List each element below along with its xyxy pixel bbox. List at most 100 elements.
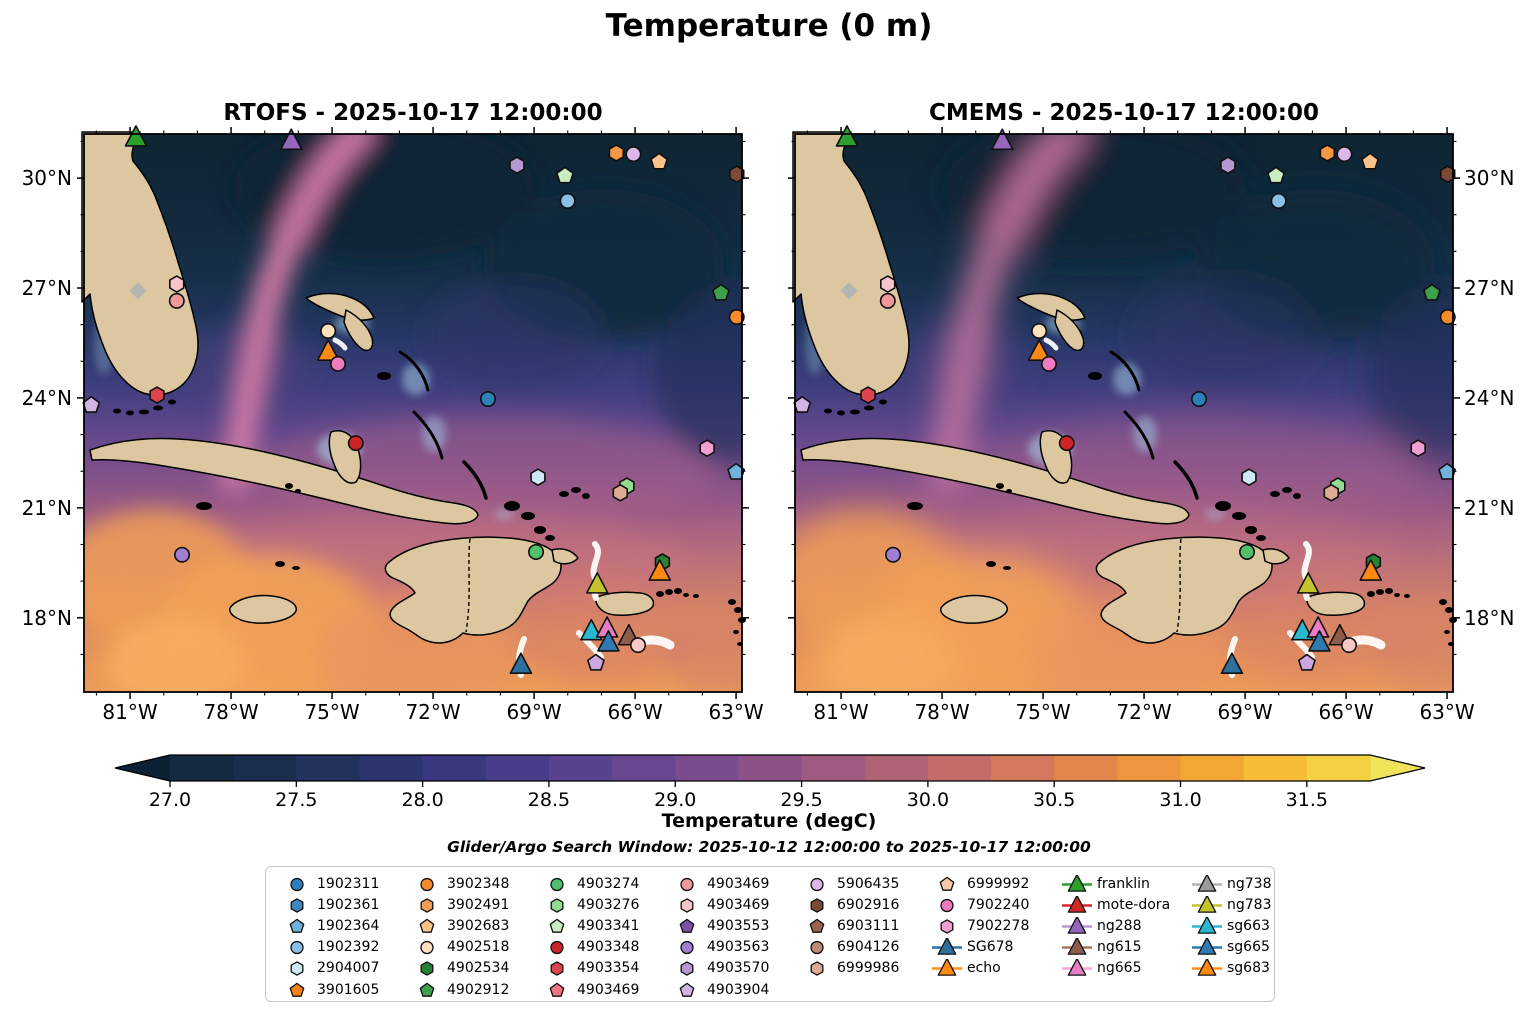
triangle-marker-icon — [1062, 916, 1092, 934]
land-hispaniola — [384, 536, 562, 644]
legend-entry-sg663: sg663 — [1190, 915, 1271, 936]
legend-marker-4902534 — [420, 961, 434, 977]
legend-entry-1902392: 1902392 — [280, 937, 379, 958]
legend-entry-6903111: 6903111 — [800, 915, 899, 936]
legend-marker-mote-dora — [1067, 895, 1087, 913]
legend-label: 3901605 — [317, 981, 380, 998]
legend-column: 4903469 4903469 4903553 4903563 4903570 49039… — [670, 873, 769, 1000]
triangle-marker-icon — [1192, 874, 1222, 892]
hexagon-marker-icon — [810, 898, 824, 913]
marker-sg663 — [580, 618, 603, 641]
hexagon-marker-icon — [420, 898, 434, 913]
marker-7902278 — [1410, 439, 1426, 458]
panel-title-cmems: CMEMS - 2025-10-17 12:00:00 — [928, 100, 1320, 126]
platform-markers — [793, 125, 1457, 675]
marker-1902392 — [1270, 192, 1287, 209]
legend-entry-7902240: 7902240 — [930, 894, 1029, 915]
legend-marker-3901605 — [289, 982, 305, 997]
land-gbahama — [1016, 292, 1086, 321]
legend-column: 3902348 3902491 3902683 4902518 4902534 49029… — [410, 873, 509, 1000]
legend-label: 4902518 — [447, 939, 510, 956]
marker-4903348 — [347, 435, 364, 452]
legend-marker-4903469 — [549, 982, 565, 997]
marker-7902240 — [1040, 355, 1057, 372]
legend-marker-1902311 — [290, 877, 304, 891]
legend-label: 6999992 — [967, 875, 1030, 892]
legend-marker-4903276 — [550, 898, 564, 913]
map-border — [794, 133, 1454, 693]
legend-label: 1902364 — [317, 917, 380, 934]
pentagon-marker-icon — [809, 918, 825, 933]
legend-label: 4903563 — [707, 939, 770, 956]
legend-label: sg663 — [1227, 917, 1270, 934]
legend-label: ng738 — [1227, 875, 1272, 892]
legend-marker-7902240 — [940, 898, 954, 912]
marker-4903469 — [880, 275, 896, 293]
legend-label: 4903570 — [707, 960, 770, 977]
legend-entry-6904126: 6904126 — [800, 937, 899, 958]
circle-marker-icon — [290, 877, 304, 891]
legend-entry-SG678: SG678 — [930, 937, 1029, 958]
legend-entry-6902916: 6902916 — [800, 894, 899, 915]
marker-3902348 — [1439, 309, 1456, 326]
legend-marker-4903348 — [550, 941, 564, 955]
colorbar: 27.0 27.5 28.0 28.5 29.0 29.5 30.0 30.5 31.0 31.5 — [114, 754, 1426, 811]
legend-entry-sg665: sg665 — [1190, 937, 1271, 958]
legend-marker-1902364 — [289, 918, 305, 933]
land-masses — [81, 131, 746, 646]
legend-marker-2904007 — [290, 961, 304, 977]
legend-marker-sg663 — [1197, 916, 1217, 934]
hexagon-marker-icon — [420, 961, 434, 977]
marker-4903341 — [1267, 166, 1285, 184]
marker-4903563 — [885, 546, 902, 563]
legend-marker-7902278 — [940, 919, 954, 934]
marker-6999986 — [612, 483, 629, 502]
hexagon-marker-icon — [290, 961, 304, 977]
lon-tick-label: 75°W — [304, 700, 360, 724]
map-rtofs — [77, 125, 749, 699]
lon-tick-label: 81°W — [813, 700, 869, 724]
triangle-marker-icon — [1192, 916, 1222, 934]
marker-3902348 — [728, 309, 745, 326]
colorbar-tick-label: 28.0 — [401, 789, 443, 811]
legend-entry-5906435: 5906435 — [800, 873, 899, 894]
marker-4903570 — [1220, 156, 1236, 175]
lat-tick-label-left: 30°N — [21, 166, 72, 191]
land-jamaica — [940, 594, 1008, 624]
legend-marker-sg683 — [1197, 959, 1217, 977]
legend-marker-4903469 — [680, 898, 694, 913]
legend-entry-4903469: 4903469 — [670, 873, 769, 894]
colorbar-tick-label: 27.0 — [149, 789, 191, 811]
land-masses — [792, 131, 1457, 646]
marker-ng288 — [279, 128, 303, 151]
marker-4903274 — [1239, 543, 1256, 560]
legend-marker-4902912 — [419, 982, 435, 997]
marker-6902916 — [1439, 165, 1456, 184]
legend-entry-ng665: ng665 — [1060, 958, 1170, 979]
land-gbahama — [305, 292, 375, 321]
land-florida — [792, 131, 910, 396]
colorbar-under-arrow — [115, 755, 170, 781]
legend-entry-ng615: ng615 — [1060, 937, 1170, 958]
marker-echo — [1027, 339, 1051, 361]
pentagon-marker-icon — [419, 982, 435, 997]
legend: 1902311 1902361 1902364 1902392 2904007 39016… — [265, 866, 1275, 1002]
search-window-subtitle: Glider/Argo Search Window: 2025-10-12 12… — [447, 838, 1091, 856]
axis-ticks — [77, 127, 749, 699]
lat-tick-label-right: 27°N — [1464, 276, 1515, 300]
legend-column: franklin mote-dora ng288 ng615 ng665 — [1060, 873, 1170, 979]
marker-4903469 — [879, 292, 896, 309]
legend-label: 4903354 — [577, 960, 640, 977]
legend-entry-sg683: sg683 — [1190, 958, 1271, 979]
legend-marker-4903570 — [680, 961, 694, 977]
legend-label: mote-dora — [1097, 896, 1171, 913]
lon-tick-label: 63°W — [708, 700, 764, 724]
legend-column: 4903274 4903276 4903341 4903348 4903354 49034… — [540, 873, 639, 1000]
marker-1902311 — [1191, 391, 1208, 408]
marker-7902278 — [699, 439, 715, 458]
legend-column: 1902311 1902361 1902364 1902392 2904007 39016… — [280, 873, 379, 1000]
legend-label: SG678 — [967, 939, 1014, 956]
legend-entry-franklin: franklin — [1060, 873, 1170, 894]
lon-tick-label: 69°W — [1217, 700, 1273, 724]
colorbar-tick-label: 31.0 — [1159, 789, 1201, 811]
